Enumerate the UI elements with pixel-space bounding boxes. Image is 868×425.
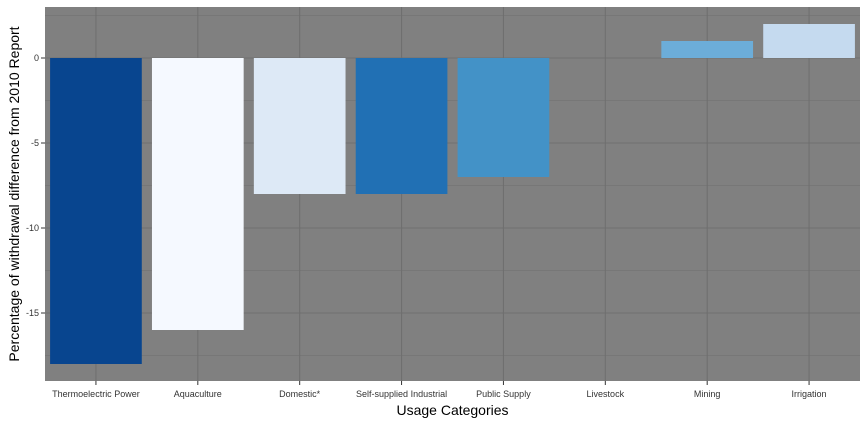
- y-axis-title: Percentage of withdrawal difference from…: [6, 26, 22, 361]
- bar-domestic: [253, 58, 346, 194]
- x-tick-label: Aquaculture: [174, 389, 222, 399]
- bar-mining: [661, 41, 754, 58]
- x-axis: Thermoelectric Power Aquaculture Domestic*…: [52, 381, 827, 399]
- bar-thermoelectric-power: [50, 58, 142, 364]
- y-tick-label: 0: [34, 53, 39, 63]
- bar-irrigation: [763, 24, 855, 58]
- x-axis-title: Usage Categories: [396, 402, 508, 418]
- x-tick-label: Domestic*: [279, 389, 321, 399]
- x-tick-label: Self-supplied Industrial: [356, 389, 447, 399]
- bar-public-supply: [457, 58, 550, 177]
- bar-aquaculture: [151, 58, 244, 330]
- y-tick-label: -10: [26, 223, 39, 233]
- x-tick-label: Mining: [694, 389, 721, 399]
- bar-self-supplied-industrial: [355, 58, 448, 194]
- x-tick-label: Irrigation: [792, 389, 827, 399]
- x-tick-label: Thermoelectric Power: [52, 389, 140, 399]
- y-axis: 0 -5 -10 -15: [26, 53, 45, 318]
- y-tick-label: -15: [26, 308, 39, 318]
- y-tick-label: -5: [31, 138, 39, 148]
- x-tick-label: Livestock: [587, 389, 625, 399]
- x-tick-label: Public Supply: [476, 389, 531, 399]
- bars: [50, 24, 855, 364]
